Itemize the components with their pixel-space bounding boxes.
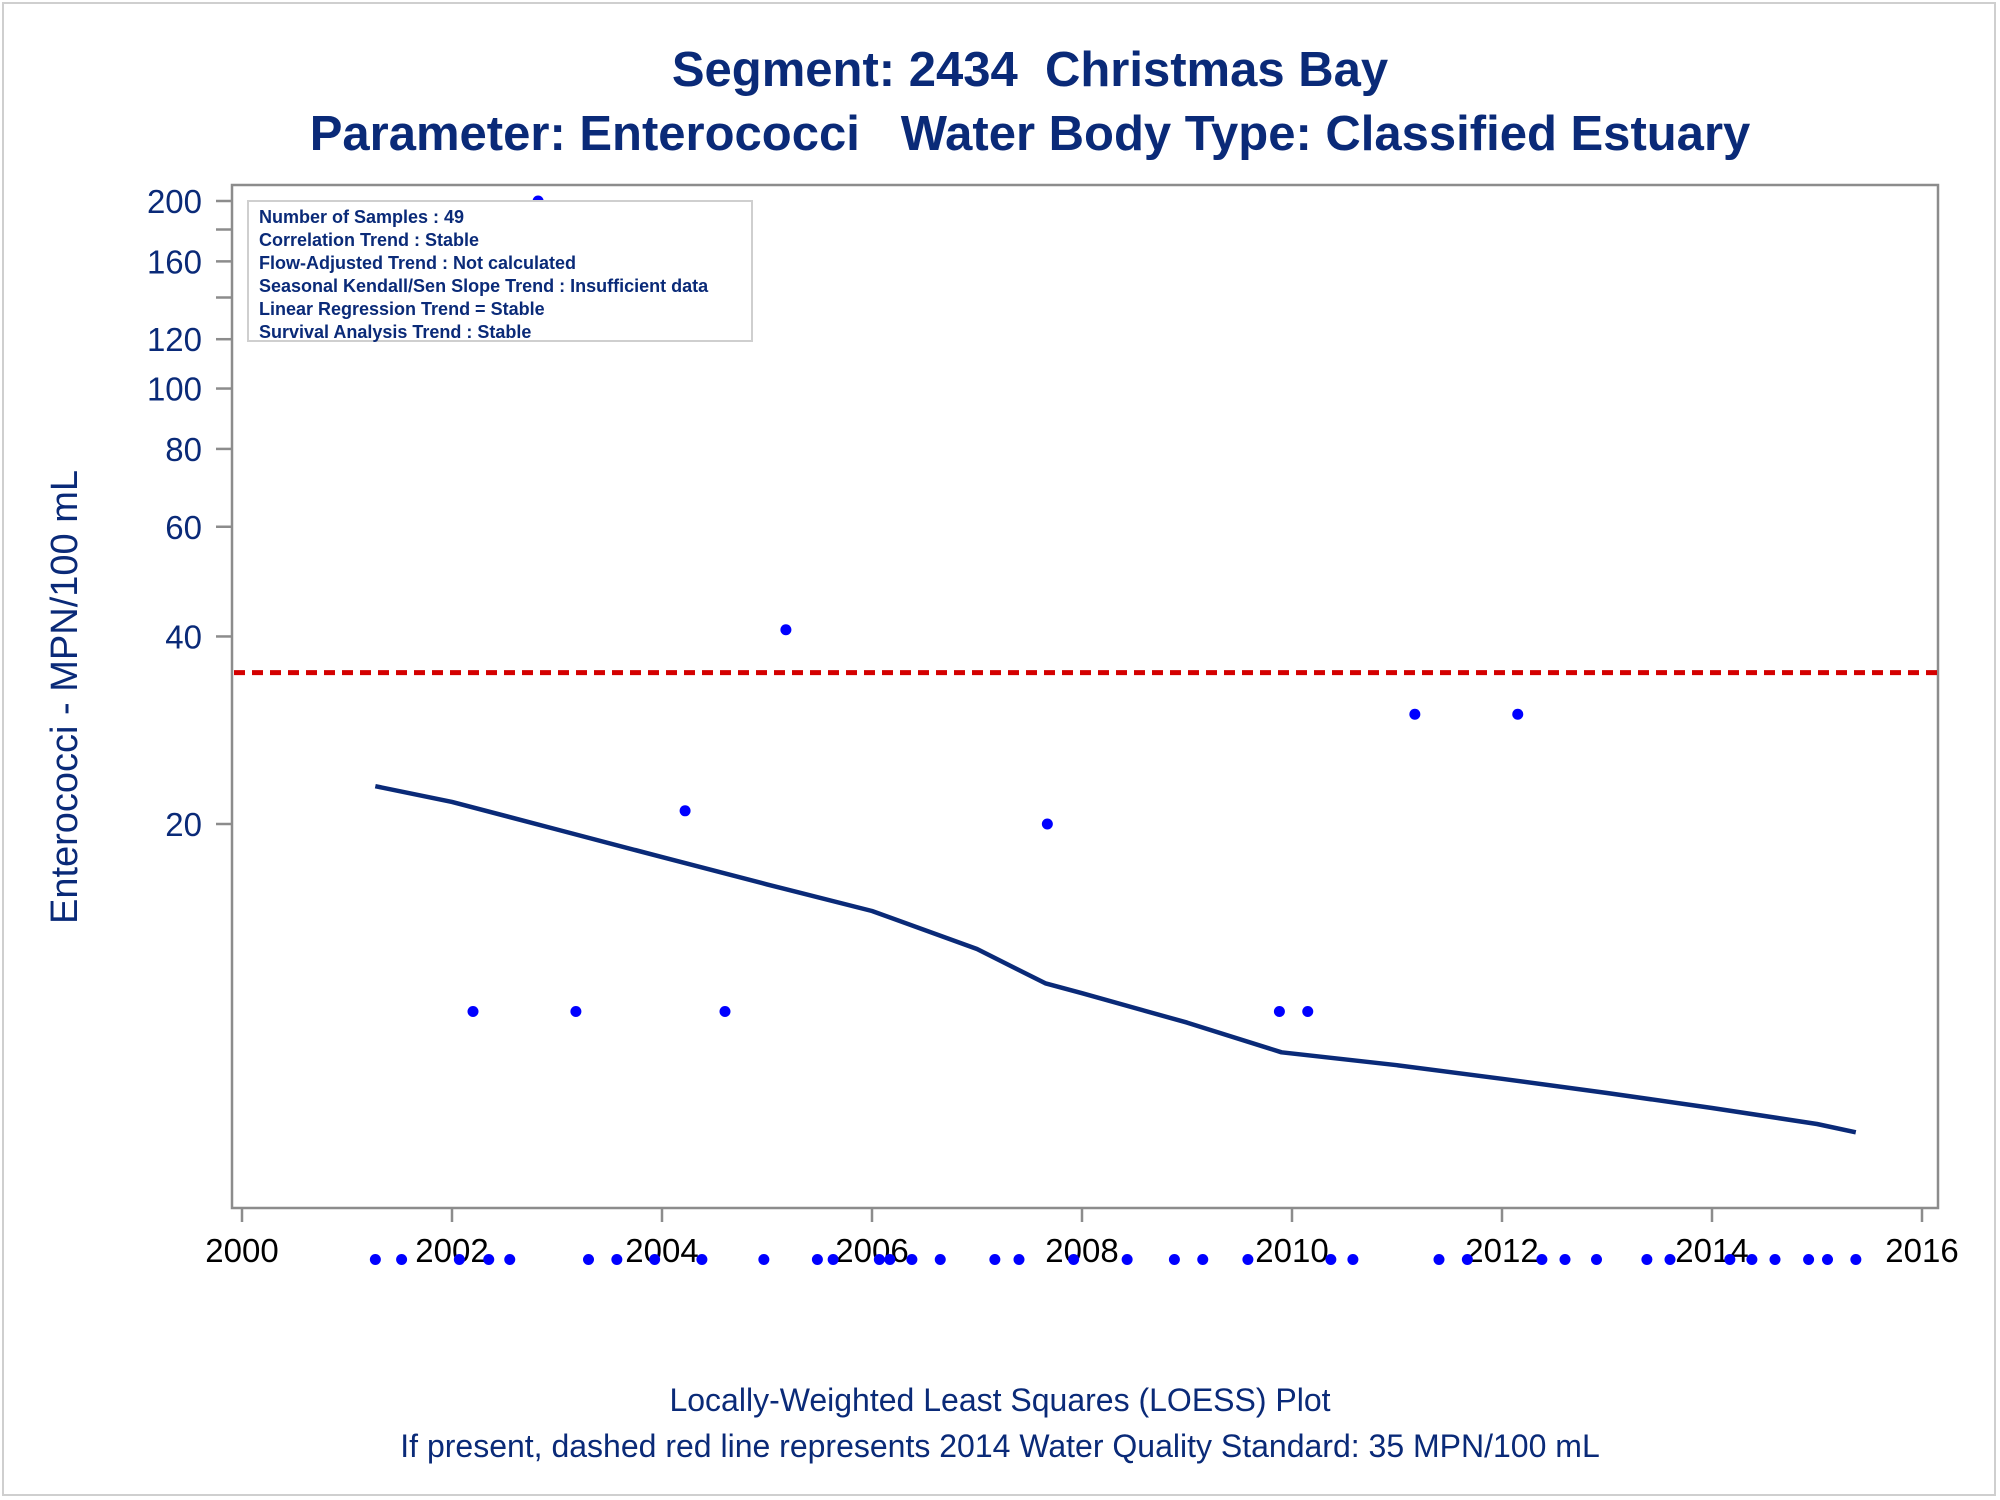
y-tick-label: 20 xyxy=(165,806,202,843)
data-point xyxy=(1013,1253,1025,1265)
data-point xyxy=(1822,1253,1833,1265)
y-tick-label: 160 xyxy=(147,243,202,280)
data-point xyxy=(1724,1253,1736,1265)
data-point xyxy=(1641,1253,1653,1265)
data-point xyxy=(1769,1253,1781,1265)
trend-info-box: Number of Samples : 49 Correlation Trend… xyxy=(247,200,753,342)
data-point xyxy=(453,1253,465,1265)
data-point xyxy=(827,1253,839,1265)
data-point xyxy=(780,624,792,636)
data-point xyxy=(1409,708,1421,720)
data-point xyxy=(611,1253,623,1265)
data-point xyxy=(1121,1253,1133,1265)
x-tick-label: 2016 xyxy=(1885,1232,1958,1269)
data-point xyxy=(483,1253,495,1265)
chart-title: Segment: 2434 Christmas Bay xyxy=(671,43,1389,97)
footnote-method: Locally-Weighted Least Squares (LOESS) P… xyxy=(669,1382,1331,1418)
plot-area-frame xyxy=(230,183,1940,1210)
data-point xyxy=(989,1253,1001,1265)
data-point xyxy=(1850,1253,1862,1265)
data-point xyxy=(1591,1253,1602,1265)
data-point xyxy=(1242,1253,1254,1265)
data-point xyxy=(1197,1253,1209,1265)
info-linear-regression-trend: Linear Regression Trend = Stable xyxy=(259,299,545,319)
data-point xyxy=(1433,1253,1445,1265)
data-point xyxy=(1512,708,1524,720)
data-point xyxy=(811,1253,823,1265)
info-seasonal-kendall-trend: Seasonal Kendall/Sen Slope Trend : Insuf… xyxy=(259,276,709,296)
data-point xyxy=(1347,1253,1359,1265)
info-samples: Number of Samples : 49 xyxy=(259,207,465,227)
data-point xyxy=(696,1253,708,1265)
data-point xyxy=(1325,1253,1337,1265)
y-tick-label: 100 xyxy=(147,371,202,408)
data-point xyxy=(873,1253,885,1265)
info-flow-adjusted-trend: Flow-Adjusted Trend : Not calculated xyxy=(259,253,577,273)
y-tick-label: 40 xyxy=(165,618,202,655)
data-point xyxy=(1041,818,1053,830)
info-correlation-trend: Correlation Trend : Stable xyxy=(259,230,480,250)
data-point xyxy=(1168,1253,1180,1265)
data-point xyxy=(1461,1253,1473,1265)
data-point xyxy=(1536,1253,1548,1265)
y-axis-label: Enterococci - MPN/100 mL xyxy=(44,470,86,924)
x-tick-label: 2010 xyxy=(1255,1232,1328,1269)
x-tick-label: 2006 xyxy=(835,1232,908,1269)
data-point xyxy=(758,1253,770,1265)
data-point xyxy=(719,1006,731,1018)
data-point xyxy=(583,1253,594,1265)
data-point xyxy=(1068,1253,1080,1265)
data-point xyxy=(396,1253,408,1265)
data-point xyxy=(570,1006,582,1018)
chart-subtitle: Parameter: Enterococci Water Body Type: … xyxy=(309,107,1751,161)
loess-curve xyxy=(374,783,1857,1135)
data-point xyxy=(884,1253,896,1265)
data-point xyxy=(1302,1006,1314,1018)
y-tick-label: 60 xyxy=(165,509,202,546)
y-tick-label: 120 xyxy=(147,321,202,358)
data-point xyxy=(649,1253,661,1265)
x-tick-label: 2004 xyxy=(625,1232,698,1269)
info-survival-analysis-trend: Survival Analysis Trend : Stable xyxy=(259,322,532,342)
data-point xyxy=(1803,1253,1815,1265)
data-point xyxy=(504,1253,516,1265)
data-point xyxy=(906,1253,918,1265)
data-point xyxy=(369,1253,381,1265)
x-tick-label: 2000 xyxy=(205,1232,278,1269)
data-point xyxy=(934,1253,946,1265)
y-tick-label: 200 xyxy=(147,183,202,220)
x-tick-label: 2012 xyxy=(1465,1232,1538,1269)
x-tick-label: 2014 xyxy=(1675,1232,1748,1269)
data-point xyxy=(679,805,691,817)
footnote-standard: If present, dashed red line represents 2… xyxy=(400,1428,1600,1464)
x-tick-label: 2008 xyxy=(1045,1232,1118,1269)
data-point xyxy=(1664,1253,1676,1265)
data-point xyxy=(467,1006,479,1018)
x-tick-label: 2002 xyxy=(415,1232,488,1269)
data-point xyxy=(1746,1253,1758,1265)
data-point xyxy=(1273,1006,1285,1018)
data-point xyxy=(1559,1253,1571,1265)
y-tick-label: 80 xyxy=(165,431,202,468)
